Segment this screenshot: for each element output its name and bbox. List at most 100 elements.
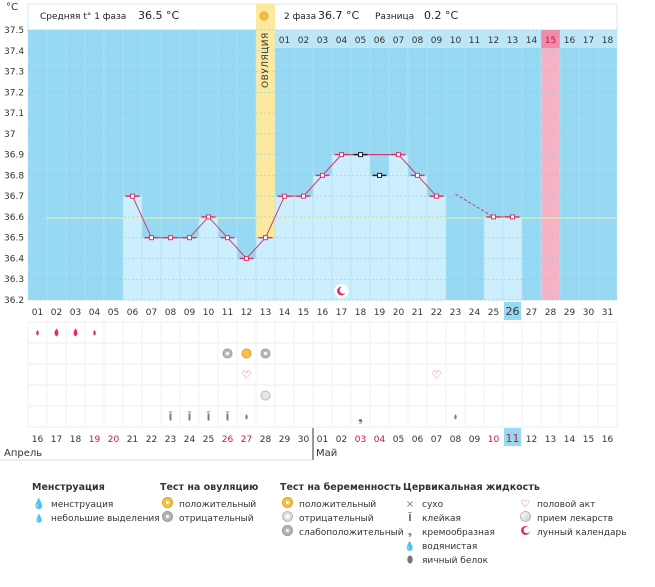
calendar-date-label: 24 bbox=[184, 435, 196, 445]
calendar-date-label: 02 bbox=[336, 435, 347, 445]
y-tick-label: 37.3 bbox=[4, 68, 24, 78]
month-label: Май bbox=[316, 448, 337, 459]
y-tick-label: 36.2 bbox=[4, 296, 24, 306]
calendar-date-label: 29 bbox=[279, 435, 291, 445]
y-tick-label: 36.8 bbox=[4, 171, 24, 181]
temp-line-segment bbox=[208, 216, 228, 239]
creamy-icon: ❟ bbox=[358, 411, 363, 425]
cycle-day-label: 03 bbox=[70, 308, 81, 318]
ovulation-negative-icon bbox=[160, 511, 174, 527]
y-tick-label: 36.5 bbox=[4, 234, 24, 244]
legend-ovulation-title: Тест на овуляцию bbox=[160, 482, 259, 493]
drop-icon bbox=[245, 414, 248, 420]
y-tick-label: 36.6 bbox=[4, 213, 24, 223]
legend-item: отрицательный bbox=[179, 514, 254, 524]
calendar-date-label: 11 bbox=[506, 432, 520, 445]
legend-pregnancy: Тест на беременность положительный отриц… bbox=[280, 482, 404, 540]
calendar-date-label: 19 bbox=[89, 435, 101, 445]
today-date-marker bbox=[504, 428, 521, 446]
calendar-date-label: 23 bbox=[165, 435, 176, 445]
top-day-label: 08 bbox=[412, 36, 424, 46]
header-frame bbox=[27, 3, 618, 31]
calendar-date-label: 03 bbox=[355, 435, 366, 445]
top-day-label: 03 bbox=[317, 36, 328, 46]
cycle-day-label: 17 bbox=[336, 308, 347, 318]
ovulation-positive-icon bbox=[160, 497, 174, 513]
legend-item: половой акт bbox=[537, 500, 596, 510]
pregnancy-positive-icon bbox=[280, 497, 294, 513]
y-tick-label: 36.4 bbox=[4, 254, 24, 264]
calendar-date-label: 01 bbox=[317, 435, 328, 445]
cycle-day-label: 22 bbox=[431, 308, 442, 318]
temp-point bbox=[168, 235, 173, 241]
temp-bar bbox=[350, 154, 371, 301]
bbt-chart: 37.5 37.4 37.3 37.2 37.1 37 36.9 36.8 36.7 36.6 36… bbox=[0, 2, 618, 461]
legend-item: прием лекарств bbox=[537, 514, 614, 524]
temp-line-segment bbox=[417, 175, 437, 197]
temp-bar bbox=[179, 237, 200, 301]
phase1-label: Средняя t° 1 фаза bbox=[40, 12, 126, 22]
top-day-label: 12 bbox=[488, 36, 499, 46]
y-tick-label: 36.7 bbox=[4, 192, 24, 202]
calendar-date-label: 21 bbox=[127, 435, 138, 445]
highlight-column bbox=[541, 30, 560, 300]
top-day-label: 16 bbox=[564, 36, 576, 46]
calendar-date-label: 13 bbox=[545, 435, 556, 445]
temp-bar bbox=[388, 154, 409, 301]
legend-ovulation: Тест на овуляцию положительный отрицател… bbox=[160, 482, 258, 526]
pregnancy-weak-icon bbox=[280, 525, 294, 541]
legend-pregnancy-title: Тест на беременность bbox=[280, 482, 401, 493]
drop-icon bbox=[36, 330, 39, 336]
moon-icon bbox=[518, 526, 532, 540]
calendar-date-label: 30 bbox=[298, 435, 310, 445]
temp-point bbox=[301, 193, 306, 199]
cycle-day-label: 04 bbox=[89, 308, 101, 318]
temp-bar bbox=[426, 195, 447, 301]
calendar-date-label: 12 bbox=[526, 435, 537, 445]
pill-icon bbox=[518, 511, 532, 527]
calendar-date-label: 26 bbox=[222, 435, 234, 445]
legend-item: слабоположительный bbox=[299, 528, 404, 538]
temp-bar bbox=[217, 237, 238, 301]
temp-line-segment bbox=[398, 154, 418, 176]
temp-line-segment bbox=[189, 216, 209, 239]
calendar-date-label: 20 bbox=[108, 435, 120, 445]
temp-line-segment bbox=[303, 175, 323, 197]
cycle-day-label: 07 bbox=[146, 308, 157, 318]
sticky-icon: Ī bbox=[169, 411, 173, 424]
pregnancy-negative-icon bbox=[280, 511, 294, 527]
calendar-date-label: 17 bbox=[51, 435, 62, 445]
legend-other: . ♡половой акт прием лекарств лунный кал… bbox=[518, 482, 627, 540]
cycle-day-label: 21 bbox=[412, 308, 423, 318]
calendar-date-label: 10 bbox=[488, 435, 500, 445]
ovulation-positive-icon bbox=[241, 348, 252, 359]
cycle-day-label: 20 bbox=[393, 308, 405, 318]
heart-icon: ♡ bbox=[242, 369, 252, 382]
top-day-label: 18 bbox=[602, 36, 614, 46]
cycle-day-label: 15 bbox=[298, 308, 309, 318]
symptom-grid: ♡ ♡ Ī Ī Ī Ī ❟ bbox=[36, 284, 457, 425]
legend-item: кремообразная bbox=[422, 528, 495, 538]
dry-icon: × bbox=[405, 499, 415, 510]
calendar-date-label: 09 bbox=[469, 435, 481, 445]
calendar-date-label: 04 bbox=[374, 435, 386, 445]
legend-mucus-title: Цервикальная жидкость bbox=[403, 482, 540, 493]
top-day-label: 07 bbox=[393, 36, 404, 46]
watery-icon: 💧 bbox=[404, 542, 416, 552]
temp-bar bbox=[255, 237, 276, 301]
top-day-label: 11 bbox=[469, 36, 480, 46]
sticky-icon: Ī bbox=[408, 513, 412, 524]
temp-point bbox=[434, 193, 439, 199]
y-axis-unit: °C bbox=[6, 2, 18, 13]
temp-bar bbox=[331, 154, 352, 301]
heart-icon: ♡ bbox=[520, 499, 530, 510]
top-day-label: 14 bbox=[526, 36, 538, 46]
sticky-icon: Ī bbox=[207, 411, 211, 424]
cycle-day-label: 06 bbox=[127, 308, 139, 318]
top-day-label: 09 bbox=[431, 36, 443, 46]
temp-bar bbox=[160, 237, 181, 301]
cycle-day-label: 27 bbox=[526, 308, 537, 318]
temp-point bbox=[510, 214, 515, 220]
temp-line-segment bbox=[132, 195, 152, 238]
